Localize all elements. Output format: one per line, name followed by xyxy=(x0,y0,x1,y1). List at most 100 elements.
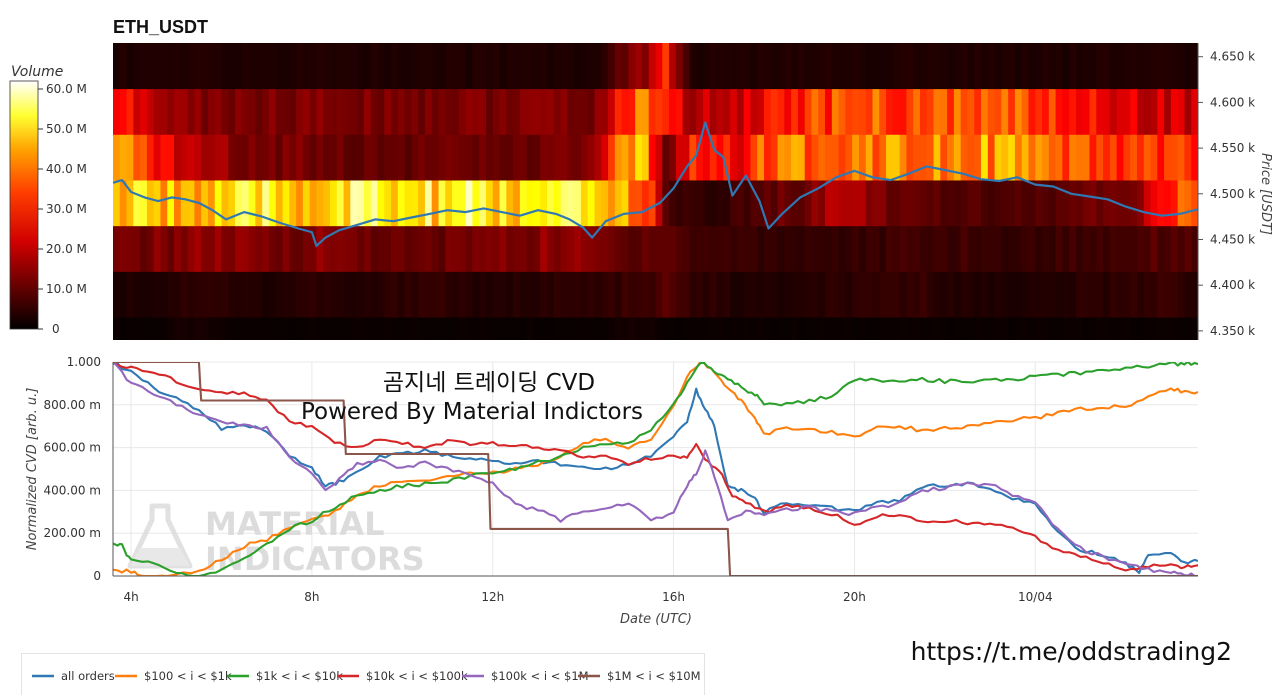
heatmap-cell xyxy=(180,180,189,227)
heatmap-cell xyxy=(302,180,311,227)
legend-item[interactable]: $100k < i < $1M xyxy=(462,669,589,683)
legend-item[interactable]: $100 < i < $1k xyxy=(115,669,232,683)
heatmap-cell xyxy=(465,134,474,181)
heatmap-cell xyxy=(1028,180,1036,227)
telegram-url[interactable]: https://t.me/oddstrading2 xyxy=(911,637,1232,666)
heatmap-cell xyxy=(641,225,650,272)
heatmap-cell xyxy=(268,180,277,227)
heatmap-cell xyxy=(560,271,568,318)
heatmap-cell xyxy=(370,180,379,227)
heatmap-cell xyxy=(675,134,684,181)
heatmap-cell xyxy=(777,180,785,227)
heatmap-cell xyxy=(343,88,351,135)
heatmap-cell xyxy=(818,88,826,135)
heatmap-cell xyxy=(445,180,453,227)
heatmap-cell xyxy=(614,43,623,90)
heatmap-cell xyxy=(974,271,982,318)
legend: all orders $100 < i < $1k $1k < i < $10k… xyxy=(21,653,705,695)
heatmap-cell xyxy=(553,88,562,135)
heatmap-cell xyxy=(302,225,311,272)
heatmap-cell xyxy=(499,88,507,135)
heatmap-cell xyxy=(852,271,860,318)
heatmap-cell xyxy=(1048,271,1057,318)
heatmap-cell xyxy=(255,225,263,272)
heatmap-cell xyxy=(587,43,596,90)
price-tick-label: 4.550 k xyxy=(1210,141,1255,155)
heatmap-cell xyxy=(180,134,189,181)
heatmap-cell xyxy=(913,317,921,340)
heatmap-cell xyxy=(547,271,555,318)
heatmap-cell xyxy=(336,43,345,90)
legend-item[interactable]: $1k < i < $10k xyxy=(227,669,343,683)
heatmap-cell xyxy=(384,225,392,272)
legend-item[interactable]: all orders xyxy=(32,669,115,683)
heatmap-cell xyxy=(587,225,596,272)
heatmap-cell xyxy=(574,225,582,272)
heatmap-cell xyxy=(702,317,711,340)
heatmap-cell xyxy=(472,134,480,181)
heatmap-cell xyxy=(391,88,399,135)
heatmap-cell xyxy=(316,43,324,90)
heatmap-cell xyxy=(452,134,460,181)
heatmap-cell xyxy=(289,225,297,272)
heatmap-cell xyxy=(1008,225,1016,272)
cvd-x-tick-label: 4h xyxy=(123,590,138,604)
heatmap-cell xyxy=(1069,180,1077,227)
colorbar-ticks: 60.0 M 50.0 M 40.0 M 30.0 M 20.0 M 10.0 … xyxy=(38,82,87,336)
heatmap-cell xyxy=(804,134,813,181)
heatmap-cell xyxy=(696,88,704,135)
heatmap-cell xyxy=(662,43,670,90)
heatmap-cell xyxy=(1089,180,1097,227)
heatmap-cell xyxy=(214,271,223,318)
heatmap-cell xyxy=(553,225,562,272)
heatmap-cell xyxy=(384,43,392,90)
heatmap-cell xyxy=(831,317,840,340)
heatmap-cell xyxy=(628,225,636,272)
heatmap-cell xyxy=(1109,134,1118,181)
heatmap-cell xyxy=(330,88,338,135)
heatmap-cell xyxy=(994,225,1002,272)
heatmap-cell xyxy=(757,134,765,181)
heatmap-cell xyxy=(845,271,853,318)
heatmap-cell xyxy=(716,271,724,318)
heatmap-cell xyxy=(1021,180,1030,227)
heatmap-cell xyxy=(221,317,229,340)
heatmap-cell xyxy=(1048,43,1057,90)
colorbar xyxy=(9,80,39,330)
heatmap-cell xyxy=(926,317,935,340)
heatmap-cell xyxy=(377,271,385,318)
heatmap-cell xyxy=(940,43,948,90)
heatmap-cell xyxy=(994,317,1002,340)
heatmap-cell xyxy=(641,43,650,90)
heatmap-cell xyxy=(689,225,697,272)
heatmap-cell xyxy=(526,317,535,340)
heatmap-cell xyxy=(770,180,779,227)
legend-item[interactable]: $10k < i < $100k xyxy=(337,669,468,683)
heatmap-cell xyxy=(275,88,284,135)
heatmap-cell xyxy=(519,225,528,272)
heatmap-cell xyxy=(357,180,365,227)
heatmap-cell xyxy=(696,180,704,227)
heatmap-cell xyxy=(919,225,928,272)
heatmap-cell xyxy=(323,43,331,90)
heatmap-cell xyxy=(587,180,596,227)
heatmap-cell xyxy=(499,317,507,340)
heatmap-cell xyxy=(601,317,609,340)
heatmap-cell xyxy=(858,43,867,90)
heatmap-cell xyxy=(1164,271,1172,318)
heatmap-cell xyxy=(309,134,318,181)
heatmap-cell xyxy=(648,225,657,272)
heatmap-cell xyxy=(953,271,962,318)
heatmap-cell xyxy=(818,43,826,90)
legend-item[interactable]: $1M < i < $10M xyxy=(578,669,701,683)
heatmap-cell xyxy=(1116,88,1125,135)
heatmap-cell xyxy=(879,88,887,135)
heatmap-cell xyxy=(906,43,914,90)
legend-label: $1k < i < $10k xyxy=(256,669,343,683)
heatmap-cell xyxy=(357,271,365,318)
heatmap-cell xyxy=(1042,180,1050,227)
heatmap-cell xyxy=(167,225,175,272)
heatmap-cell xyxy=(1008,317,1016,340)
heatmap-cell xyxy=(1055,88,1063,135)
heatmap-cell xyxy=(1164,317,1172,340)
